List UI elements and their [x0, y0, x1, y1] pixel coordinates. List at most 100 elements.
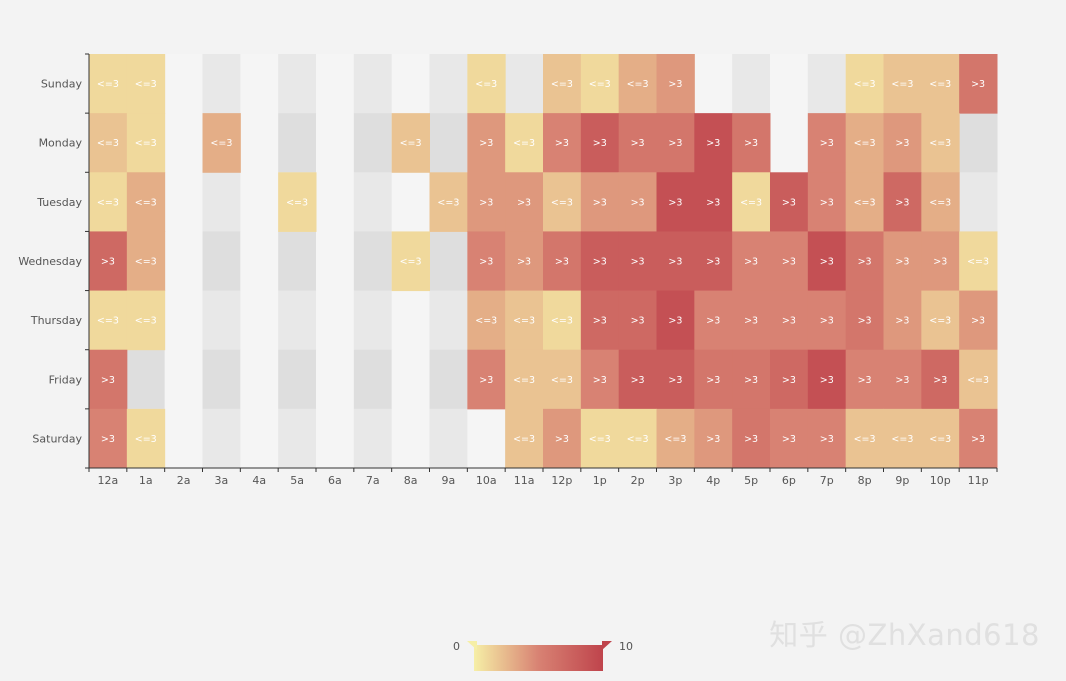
heatmap-cell[interactable] [505, 408, 544, 469]
heatmap-cell[interactable] [694, 231, 733, 292]
heatmap-cell[interactable] [845, 231, 884, 292]
heatmap-cell[interactable] [921, 290, 960, 351]
heatmap-cell[interactable] [89, 408, 128, 469]
heatmap-cell[interactable] [921, 113, 960, 173]
heatmap-cell[interactable] [656, 349, 695, 410]
heatmap-cell[interactable] [580, 113, 620, 173]
heatmap-cell[interactable] [543, 113, 582, 173]
heatmap-cell[interactable] [202, 113, 241, 173]
heatmap-cell[interactable] [618, 113, 657, 173]
heatmap-cell[interactable] [618, 172, 657, 232]
heatmap-cell[interactable] [467, 349, 506, 410]
heatmap-cell[interactable] [883, 408, 922, 469]
heatmap-cell[interactable] [126, 408, 166, 469]
heatmap-cell[interactable] [580, 54, 620, 114]
heatmap-cell[interactable] [921, 349, 960, 410]
heatmap-cell[interactable] [467, 290, 506, 351]
heatmap-cell[interactable] [807, 408, 847, 469]
visual-map-legend[interactable]: 0 10 [453, 640, 633, 671]
heatmap-cell[interactable] [543, 349, 582, 410]
heatmap-cell[interactable] [694, 113, 733, 173]
heatmap-cell[interactable] [126, 54, 166, 114]
heatmap-cell[interactable] [391, 113, 430, 173]
heatmap-cell[interactable] [883, 172, 922, 232]
heatmap-cell[interactable] [732, 290, 771, 351]
heatmap-cell[interactable] [89, 172, 128, 232]
heatmap-cell[interactable] [656, 231, 695, 292]
heatmap-cell[interactable] [732, 349, 771, 410]
heatmap-cell[interactable] [656, 54, 695, 114]
heatmap-cell[interactable] [278, 172, 317, 232]
legend-max-handle[interactable] [602, 641, 612, 650]
heatmap-cell[interactable] [580, 290, 620, 351]
legend-min-handle[interactable] [467, 641, 477, 650]
heatmap-cell[interactable] [543, 290, 582, 351]
heatmap-cell[interactable] [580, 231, 620, 292]
heatmap-cell[interactable] [543, 231, 582, 292]
heatmap-cell[interactable] [505, 231, 544, 292]
heatmap-cell[interactable] [543, 54, 582, 114]
heatmap-cell[interactable] [618, 290, 657, 351]
heatmap-cell[interactable] [807, 349, 847, 410]
heatmap-cell[interactable] [732, 172, 771, 232]
heatmap-cell[interactable] [89, 290, 128, 351]
heatmap-cell[interactable] [845, 113, 884, 173]
heatmap-cell[interactable] [883, 349, 922, 410]
heatmap-cell[interactable] [883, 231, 922, 292]
heatmap-cell[interactable] [656, 113, 695, 173]
heatmap-cell[interactable] [883, 113, 922, 173]
heatmap-cell[interactable] [467, 113, 506, 173]
heatmap-cell[interactable] [505, 172, 544, 232]
heatmap-cell[interactable] [807, 113, 847, 173]
heatmap-cell[interactable] [883, 54, 922, 114]
heatmap-cell[interactable] [505, 349, 544, 410]
heatmap-cell[interactable] [845, 172, 884, 232]
heatmap-cell[interactable] [807, 172, 847, 232]
heatmap-cell[interactable] [467, 54, 506, 114]
heatmap-cell[interactable] [959, 231, 998, 292]
heatmap-cell[interactable] [618, 349, 657, 410]
heatmap-cell[interactable] [770, 172, 809, 232]
heatmap-cell[interactable] [126, 172, 166, 232]
heatmap-cell[interactable] [467, 172, 506, 232]
heatmap-cell[interactable] [543, 408, 582, 469]
heatmap-cell[interactable] [467, 231, 506, 292]
heatmap-cell[interactable] [921, 172, 960, 232]
heatmap-cell[interactable] [845, 349, 884, 410]
heatmap-cell[interactable] [845, 290, 884, 351]
heatmap-cell[interactable] [656, 408, 695, 469]
heatmap-cell[interactable] [694, 408, 733, 469]
heatmap-cell[interactable] [126, 290, 166, 351]
heatmap-cell[interactable] [770, 290, 809, 351]
heatmap-cell[interactable] [618, 54, 657, 114]
heatmap-cell[interactable] [959, 408, 998, 469]
heatmap-cell[interactable] [656, 290, 695, 351]
heatmap-cell[interactable] [845, 408, 884, 469]
heatmap-cell[interactable] [732, 408, 771, 469]
heatmap-cell[interactable] [770, 231, 809, 292]
heatmap-cell[interactable] [732, 113, 771, 173]
heatmap-cell[interactable] [89, 349, 128, 410]
heatmap-cell[interactable] [618, 408, 657, 469]
heatmap-cell[interactable] [921, 231, 960, 292]
heatmap-cell[interactable] [921, 408, 960, 469]
heatmap-cell[interactable] [580, 172, 620, 232]
heatmap-cell[interactable] [580, 349, 620, 410]
heatmap-cell[interactable] [694, 290, 733, 351]
heatmap-cell[interactable] [694, 349, 733, 410]
heatmap-cell[interactable] [89, 54, 128, 114]
heatmap-cell[interactable] [126, 113, 166, 173]
heatmap-cell[interactable] [580, 408, 620, 469]
heatmap-cell[interactable] [89, 113, 128, 173]
heatmap-cell[interactable] [656, 172, 695, 232]
heatmap-cell[interactable] [845, 54, 884, 114]
heatmap-cell[interactable] [126, 231, 166, 292]
heatmap-cell[interactable] [429, 172, 468, 232]
heatmap-cell[interactable] [807, 290, 847, 351]
heatmap-cell[interactable] [770, 349, 809, 410]
heatmap-cell[interactable] [694, 172, 733, 232]
heatmap-cell[interactable] [618, 231, 657, 292]
heatmap-cell[interactable] [959, 349, 998, 410]
heatmap-cell[interactable] [959, 290, 998, 351]
heatmap-cell[interactable] [732, 231, 771, 292]
